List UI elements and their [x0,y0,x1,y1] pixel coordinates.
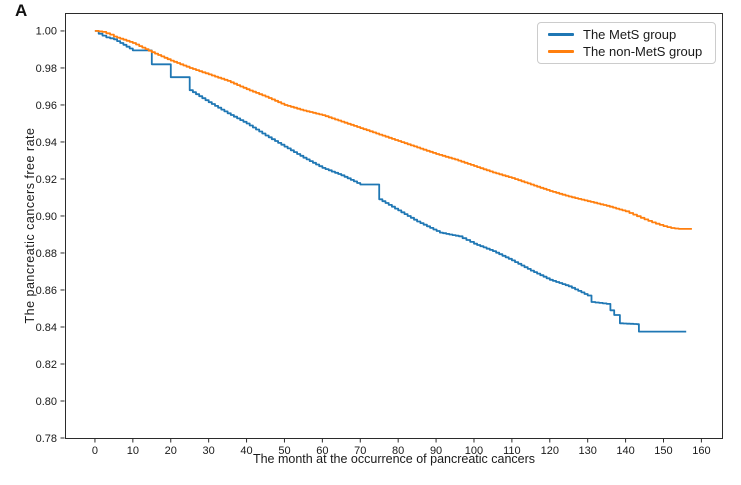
x-tick-label: 40 [240,445,252,457]
x-tick-label: 110 [503,445,521,457]
x-tick-label: 0 [92,445,98,457]
plot-spines [65,13,723,439]
legend-line-swatch-non-mets [548,50,574,53]
x-tick-label: 90 [430,445,442,457]
x-tick-label: 10 [127,445,139,457]
y-tick-label: 0.82 [36,359,57,371]
legend-line-swatch-mets [548,33,574,36]
y-tick-label: 0.78 [36,433,57,445]
y-tick-label: 0.98 [36,63,57,75]
y-axis-title: The pancreatic cancers free rate [23,127,37,324]
y-tick-label: 0.88 [36,248,57,260]
x-tick-label: 50 [278,445,290,457]
y-tick-label: 0.94 [36,137,57,149]
legend: The MetS group The non-MetS group [537,22,716,64]
legend-item-non-mets: The non-MetS group [538,43,715,60]
x-tick-label: 130 [579,445,597,457]
legend-item-mets: The MetS group [538,26,715,43]
x-tick-label: 60 [316,445,328,457]
x-tick-label: 150 [654,445,672,457]
x-tick-label: 120 [541,445,559,457]
y-tick-label: 0.96 [36,100,57,112]
x-tick-label: 30 [203,445,215,457]
y-tick-label: 0.80 [36,396,57,408]
x-tick-label: 20 [165,445,177,457]
y-tick-label: 0.90 [36,211,57,223]
y-tick-label: 0.84 [36,322,57,334]
x-tick-label: 100 [465,445,483,457]
series-line-mets [94,30,687,333]
legend-label-mets: The MetS group [583,27,677,42]
x-tick-label: 160 [692,445,710,457]
y-tick-label: 1.00 [36,26,57,38]
x-tick-label: 70 [354,445,366,457]
x-tick-label: 80 [392,445,404,457]
y-tick-label: 0.86 [36,285,57,297]
panel-label: A [15,1,28,20]
x-axis-title: The month at the occurrence of pancreati… [252,452,536,466]
x-tick-label: 140 [616,445,634,457]
series-line-non-mets [94,30,692,230]
legend-label-non-mets: The non-MetS group [583,44,703,59]
y-tick-label: 0.92 [36,174,57,186]
